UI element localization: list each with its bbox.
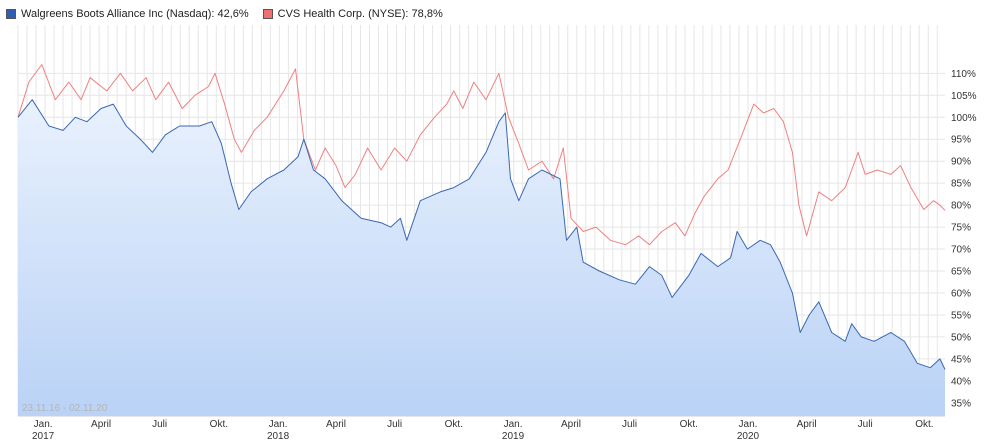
x-tick-year-label: 2019 <box>502 431 525 442</box>
y-tick-label: 65% <box>951 267 971 278</box>
y-tick-label: 60% <box>951 288 971 299</box>
legend-item-cvs[interactable]: CVS Health Corp. (NYSE): 78,8% <box>262 8 443 20</box>
x-tick-label: Jan. <box>34 419 53 430</box>
legend-label-walgreens: Walgreens Boots Alliance Inc (Nasdaq): 4… <box>21 8 249 20</box>
chart-legend: Walgreens Boots Alliance Inc (Nasdaq): 4… <box>6 8 443 20</box>
y-tick-label: 70% <box>951 245 971 256</box>
y-tick-label: 85% <box>951 179 971 190</box>
y-tick-label: 50% <box>951 332 971 343</box>
x-tick-label: Okt. <box>210 419 228 430</box>
x-tick-year-label: 2017 <box>32 431 55 442</box>
y-tick-label: 55% <box>951 310 971 321</box>
cvs-line[interactable] <box>17 64 946 246</box>
x-tick-label: April <box>326 419 346 430</box>
walgreens-area <box>18 99 945 416</box>
y-tick-label: 100% <box>951 113 977 124</box>
y-axis: 35% 40% 45% 50% 55% 60% 65% 70% 75% 80% 85% 90% 95% 1… <box>951 69 977 409</box>
y-tick-label: 75% <box>951 223 971 234</box>
y-tick-label: 95% <box>951 135 971 146</box>
legend-label-cvs: CVS Health Corp. (NYSE): 78,8% <box>277 8 443 20</box>
x-tick-label: Juli <box>387 419 402 430</box>
y-tick-label: 110% <box>951 69 976 80</box>
y-tick-label: 90% <box>951 157 971 168</box>
walgreens-line[interactable] <box>17 99 946 370</box>
y-tick-label: 80% <box>951 201 971 212</box>
x-tick-year-label: 2020 <box>737 431 760 442</box>
x-tick-label: Jan. <box>269 419 288 430</box>
x-tick-label: Juli <box>858 419 873 430</box>
chart-series <box>17 64 946 416</box>
x-tick-label: April <box>561 419 581 430</box>
y-tick-label: 45% <box>951 354 971 365</box>
y-tick-label: 40% <box>951 376 971 387</box>
x-tick-label: April <box>797 419 817 430</box>
legend-swatch-walgreens <box>6 9 16 19</box>
legend-item-walgreens[interactable]: Walgreens Boots Alliance Inc (Nasdaq): 4… <box>6 8 249 20</box>
x-tick-label: Jan. <box>504 419 523 430</box>
x-tick-label: Okt. <box>680 419 698 430</box>
legend-swatch-cvs <box>262 9 273 19</box>
x-tick-label: Okt. <box>915 419 933 430</box>
x-tick-label: April <box>91 419 111 430</box>
y-tick-label: 105% <box>951 91 977 102</box>
x-tick-label: Okt. <box>445 419 463 430</box>
x-tick-label: Juli <box>152 419 167 430</box>
x-tick-year-label: 2018 <box>267 431 290 442</box>
date-range-label: 23.11.16 - 02.11.20 <box>22 403 108 414</box>
x-tick-label: Jan. <box>739 419 758 430</box>
y-tick-label: 35% <box>951 398 971 409</box>
x-tick-label: Juli <box>622 419 637 430</box>
